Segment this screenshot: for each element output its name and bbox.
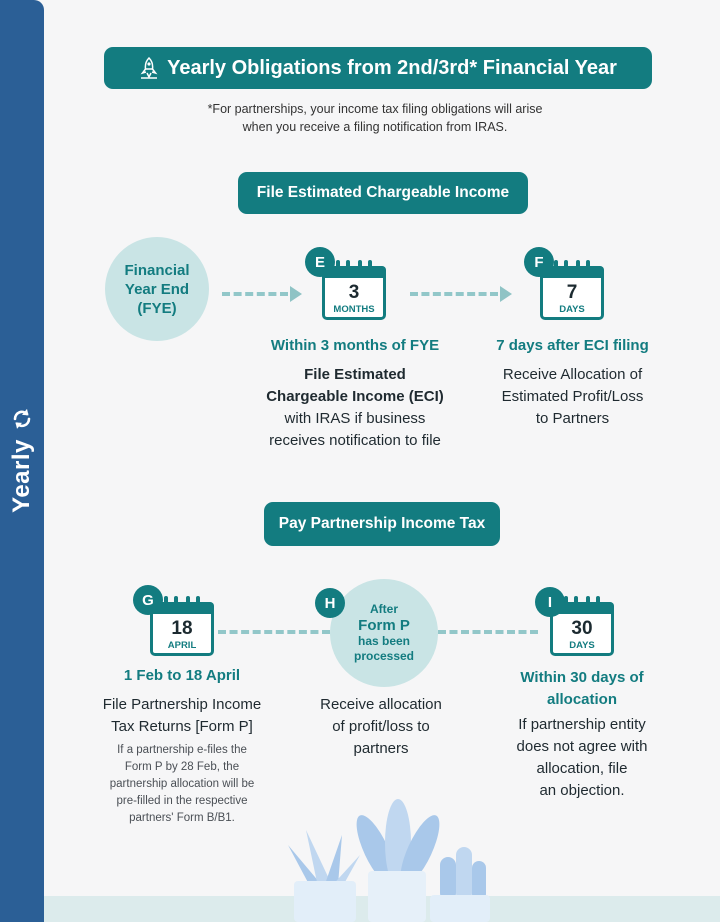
- calendar-number: 7: [566, 282, 578, 303]
- step-badge-e: E: [305, 247, 335, 277]
- note-line: partnership allocation will be: [109, 778, 255, 790]
- heading-line: Within 30 days of: [520, 669, 644, 686]
- circle-text-line: Form P: [358, 617, 410, 634]
- step-g-description: File Partnership Income Tax Returns [For…: [70, 694, 294, 738]
- circle-text-line: processed: [353, 649, 415, 663]
- yearly-sidebar: Yearly: [0, 0, 44, 922]
- connector-dashed-line: [410, 292, 498, 296]
- desc-line: to Partners: [535, 410, 610, 427]
- calendar-icon: 7 DAYS: [540, 260, 604, 320]
- fye-text-line: Year End: [124, 280, 190, 298]
- calendar-icon: 18 APRIL: [150, 596, 214, 656]
- fye-text-line: (FYE): [137, 299, 177, 317]
- desc-line: an objection.: [539, 782, 625, 799]
- desc-bold-line: Chargeable Income (ECI): [266, 388, 444, 405]
- step-badge-g: G: [133, 585, 163, 615]
- section-title-tax: Pay Partnership Income Tax: [264, 502, 500, 546]
- desc-line: of profit/loss to: [332, 718, 430, 735]
- desc-line: with IRAS if business: [284, 410, 426, 427]
- page-title: Yearly Obligations from 2nd/3rd* Financi…: [104, 47, 652, 89]
- circle-text-line: After: [369, 602, 398, 616]
- step-e-heading: Within 3 months of FYE: [270, 337, 440, 354]
- circle-text-line: has been: [357, 634, 411, 648]
- arrow-right-icon: [500, 286, 512, 302]
- calendar-unit: APRIL: [167, 640, 197, 651]
- note-line: pre-filled in the respective: [116, 795, 248, 807]
- calendar-icon: 3 MONTHS: [322, 260, 386, 320]
- step-g-note: If a partnership e-files the Form P by 2…: [70, 742, 294, 827]
- desc-line: Receive allocation: [320, 696, 442, 713]
- step-f-description: Receive Allocation of Estimated Profit/L…: [470, 364, 675, 430]
- page-title-text: Yearly Obligations from 2nd/3rd* Financi…: [167, 56, 617, 79]
- potted-plants-illustration: [288, 799, 490, 922]
- desc-line: Tax Returns [Form P]: [111, 718, 253, 735]
- note-line: Form P by 28 Feb, the: [124, 761, 240, 773]
- calendar-number: 3: [348, 282, 360, 303]
- desc-line: does not agree with: [516, 738, 648, 755]
- step-badge-f: F: [524, 247, 554, 277]
- calendar-unit: DAYS: [569, 640, 595, 651]
- desc-line: allocation, file: [536, 760, 628, 777]
- calendar-number: 30: [571, 618, 593, 639]
- step-e-description: File Estimated Chargeable Income (ECI) w…: [230, 364, 480, 452]
- note-line: If a partnership e-files the: [117, 744, 247, 756]
- calendar-icon: 30 DAYS: [550, 596, 614, 656]
- step-g-heading: 1 Feb to 18 April: [123, 667, 241, 684]
- step-i-heading: Within 30 days of allocation: [488, 667, 676, 711]
- arrow-right-icon: [290, 286, 302, 302]
- step-h-description: Receive allocation of profit/loss to par…: [290, 694, 472, 760]
- note-line: partners' Form B/B1.: [129, 812, 235, 824]
- desc-bold-line: File Estimated: [304, 366, 406, 383]
- partnership-footnote: *For partnerships, your income tax filin…: [150, 100, 600, 136]
- step-i-description: If partnership entity does not agree wit…: [488, 714, 676, 802]
- yearly-label: Yearly: [8, 439, 35, 513]
- form-p-circle: After Form P has been processed: [330, 579, 438, 687]
- step-f-heading: 7 days after ECI filing: [496, 337, 649, 354]
- connector-dashed-line: [218, 630, 330, 634]
- desc-line: Receive Allocation of: [502, 366, 643, 383]
- step-badge-h: H: [315, 588, 345, 618]
- desc-line: Estimated Profit/Loss: [501, 388, 644, 405]
- desc-line: If partnership entity: [518, 716, 646, 733]
- refresh-cycle-icon: [13, 409, 31, 430]
- rocket-icon: [140, 57, 158, 79]
- footnote-line: *For partnerships, your income tax filin…: [207, 102, 543, 116]
- heading-line: allocation: [546, 691, 617, 708]
- fye-text-line: Financial: [124, 261, 190, 279]
- calendar-unit: MONTHS: [333, 304, 375, 315]
- fye-circle: Financial Year End (FYE): [105, 237, 209, 341]
- connector-dashed-line: [438, 630, 538, 634]
- step-badge-i: I: [535, 587, 565, 617]
- calendar-unit: DAYS: [559, 304, 585, 315]
- desc-line: receives notification to file: [269, 432, 441, 449]
- connector-dashed-line: [222, 292, 288, 296]
- footnote-line: when you receive a filing notification f…: [242, 120, 508, 134]
- calendar-number: 18: [171, 618, 193, 639]
- desc-line: File Partnership Income: [102, 696, 262, 713]
- section-title-eci: File Estimated Chargeable Income: [238, 172, 528, 214]
- desc-line: partners: [353, 740, 409, 757]
- yearly-label-group: Yearly: [8, 407, 36, 513]
